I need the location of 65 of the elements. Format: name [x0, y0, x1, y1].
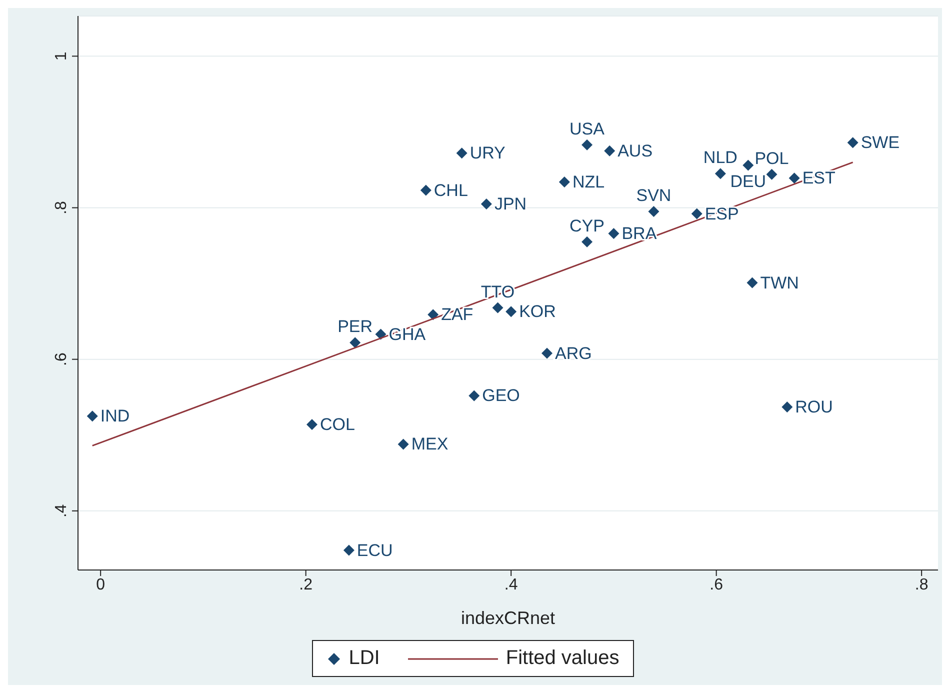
- point: [492, 302, 504, 314]
- annotation: DEU: [730, 172, 766, 191]
- annotation: BRA: [622, 224, 658, 244]
- point: [847, 137, 858, 148]
- annotation: COL: [320, 414, 355, 434]
- annotation: IND: [100, 406, 130, 426]
- point: [86, 410, 98, 422]
- annotation: JPN: [494, 194, 527, 214]
- y-tick-label: 1: [53, 52, 70, 61]
- y-tick-label: .4: [53, 504, 70, 518]
- annotation: GHA: [388, 324, 426, 344]
- point: [343, 544, 354, 556]
- annotation: CYP: [570, 216, 605, 236]
- annotation: USA: [570, 119, 606, 138]
- point: [788, 172, 800, 184]
- point: [746, 277, 758, 288]
- y-tick-label: .6: [53, 352, 70, 366]
- point: [582, 236, 593, 248]
- point: [456, 148, 468, 159]
- point: [506, 306, 517, 318]
- x-tick-label: 0: [96, 576, 106, 594]
- point: [691, 208, 702, 220]
- annotation: NZL: [572, 172, 605, 192]
- x-axis-title: indexCRnet: [460, 608, 556, 628]
- point: [608, 228, 620, 240]
- point: [714, 168, 726, 180]
- annotation: CHL: [434, 180, 468, 200]
- annotation: NLD: [703, 148, 738, 168]
- x-tick-label: .4: [504, 576, 518, 594]
- point: [766, 168, 778, 180]
- annotation: SWE: [860, 133, 900, 152]
- legend-label: LDI: [348, 647, 380, 670]
- point: [542, 348, 552, 359]
- point: [742, 160, 754, 171]
- point: [306, 418, 318, 430]
- point: [604, 145, 616, 156]
- x-tick-label: .2: [299, 576, 313, 594]
- point: [420, 184, 432, 196]
- annotation: KOR: [519, 302, 556, 322]
- point: [428, 309, 439, 320]
- point: [782, 402, 793, 413]
- annotation: GEO: [482, 386, 520, 406]
- point: [480, 198, 492, 210]
- x-tick-label: .6: [710, 576, 724, 594]
- annotation: SVN: [636, 186, 672, 206]
- point: [398, 438, 409, 450]
- annotation: TWN: [760, 273, 799, 292]
- point: [558, 176, 570, 188]
- point: [648, 206, 660, 218]
- annotation: ROU: [795, 398, 833, 417]
- annotation: ZAF: [441, 305, 474, 324]
- y-tick-label: .8: [53, 200, 70, 214]
- annotation: URY: [470, 144, 506, 163]
- annotation: POL: [754, 148, 789, 168]
- x-tick-label: .8: [914, 576, 928, 594]
- annotation: ARG: [555, 344, 592, 363]
- legend-label: Fitted values: [504, 647, 620, 670]
- annotation: PER: [338, 317, 373, 336]
- point: [468, 390, 480, 402]
- annotation: ECU: [356, 540, 393, 560]
- point: [582, 139, 593, 150]
- annotation: AUS: [618, 141, 653, 160]
- annotation: EST: [802, 168, 836, 188]
- annotation: MEX: [411, 434, 448, 454]
- point: [350, 337, 361, 348]
